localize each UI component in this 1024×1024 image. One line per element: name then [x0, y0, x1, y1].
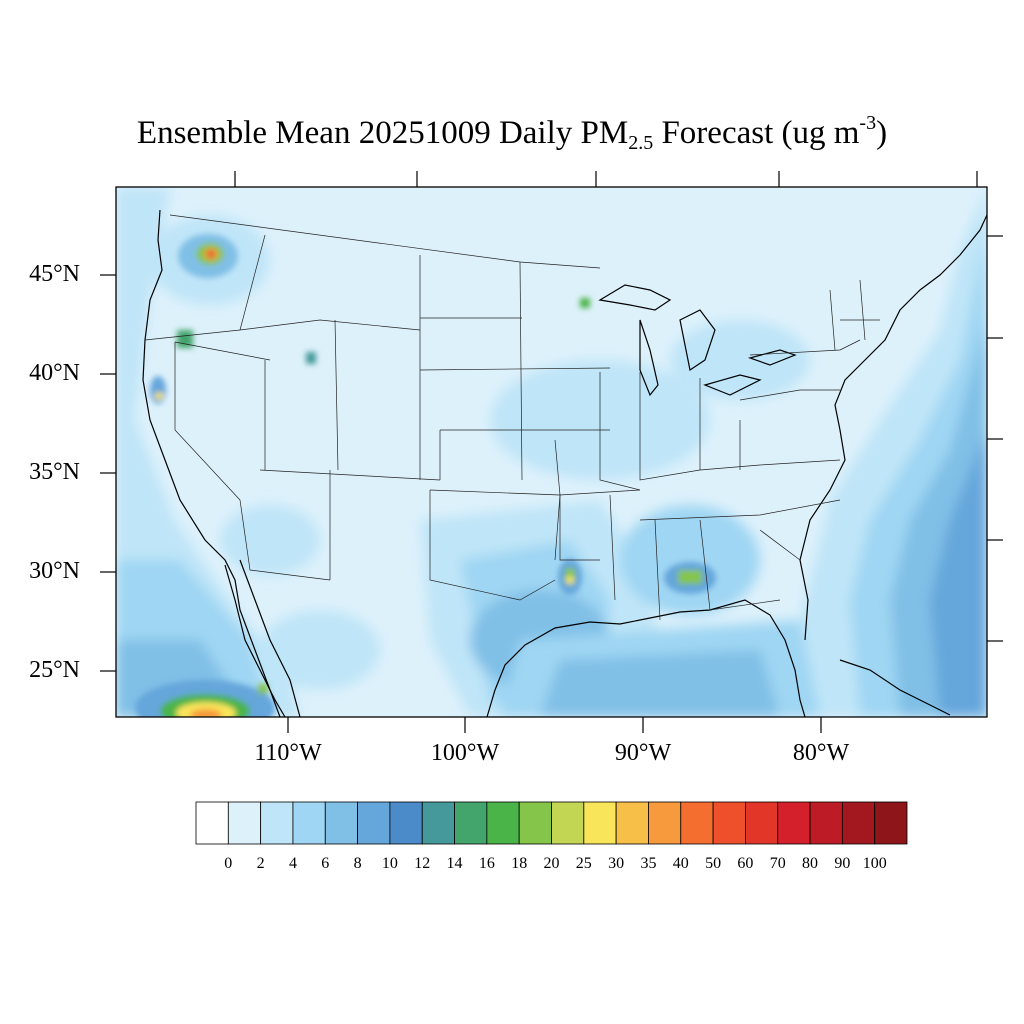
colorbar-tick-label: 0	[224, 855, 233, 872]
lon-label-80w: 80°W	[792, 740, 850, 766]
lon-label-110w: 110°W	[254, 740, 322, 766]
colorbar-tick-label: 25	[575, 855, 592, 872]
colorbar-tick-label: 4	[289, 855, 297, 872]
lat-label-25n: 25°N	[29, 657, 80, 683]
colorbar-tick-label: 16	[478, 855, 495, 872]
colorbar-swatch	[680, 801, 714, 845]
colorbar-swatch	[260, 801, 294, 845]
colorbar-tick-label: 70	[769, 855, 786, 872]
colorbar-swatch	[551, 801, 585, 845]
colorbar-swatch	[324, 801, 358, 845]
colorbar-tick-label: 40	[672, 855, 689, 872]
colorbar-swatch	[389, 801, 423, 845]
colorbar-swatch	[195, 801, 229, 845]
colorbar-swatch	[615, 801, 649, 845]
map-title: Ensemble Mean 20251009 Daily PM2.5 Forec…	[136, 112, 888, 154]
colorbar-swatch	[518, 801, 552, 845]
colorbar-tick-label: 6	[321, 855, 330, 872]
pm25-field	[116, 187, 987, 717]
colorbar	[195, 801, 908, 845]
colorbar-swatch	[227, 801, 262, 845]
colorbar-swatch	[357, 801, 391, 845]
colorbar-swatch	[841, 801, 876, 845]
colorbar-swatch	[712, 801, 746, 845]
colorbar-tick-label: 100	[862, 855, 887, 872]
colorbar-tick-label: 20	[543, 855, 560, 872]
lat-label-45n: 45°N	[29, 261, 80, 287]
colorbar-swatch	[486, 801, 520, 845]
colorbar-tick-label: 30	[608, 855, 625, 872]
colorbar-swatch	[292, 801, 326, 845]
colorbar-tick-label: 8	[353, 855, 362, 872]
colorbar-tick-label: 10	[381, 855, 398, 872]
colorbar-tick-label: 80	[802, 855, 818, 872]
colorbar-swatch	[874, 801, 908, 845]
hotspots	[135, 234, 716, 717]
state-borders	[144, 214, 880, 621]
colorbar-tick-label: 90	[834, 855, 851, 872]
colorbar-tick-label: 14	[446, 855, 463, 872]
colorbar-swatch	[648, 801, 682, 845]
lat-label-35n: 35°N	[29, 459, 80, 485]
colorbar-swatch	[745, 801, 779, 845]
colorbar-swatch	[809, 801, 843, 845]
lat-label-40n: 40°N	[29, 360, 80, 386]
lat-label-30n: 30°N	[29, 558, 80, 584]
colorbar-swatch	[454, 801, 488, 845]
colorbar-swatch	[583, 801, 617, 845]
lon-label-90w: 90°W	[614, 740, 672, 766]
colorbar-swatch	[777, 801, 811, 845]
colorbar-tick-label: 18	[511, 855, 528, 872]
colorbar-tick-label: 50	[705, 855, 722, 872]
lon-label-100w: 100°W	[430, 740, 500, 766]
colorbar-tick-label: 2	[256, 855, 265, 872]
colorbar-tick-label: 12	[414, 855, 431, 872]
map-frame	[115, 186, 988, 718]
tick-marks	[100, 171, 1003, 733]
colorbar-swatch	[421, 801, 455, 845]
colorbar-tick-label: 60	[737, 855, 754, 872]
colorbar-tick-label: 35	[640, 855, 657, 872]
coastlines	[142, 209, 987, 717]
